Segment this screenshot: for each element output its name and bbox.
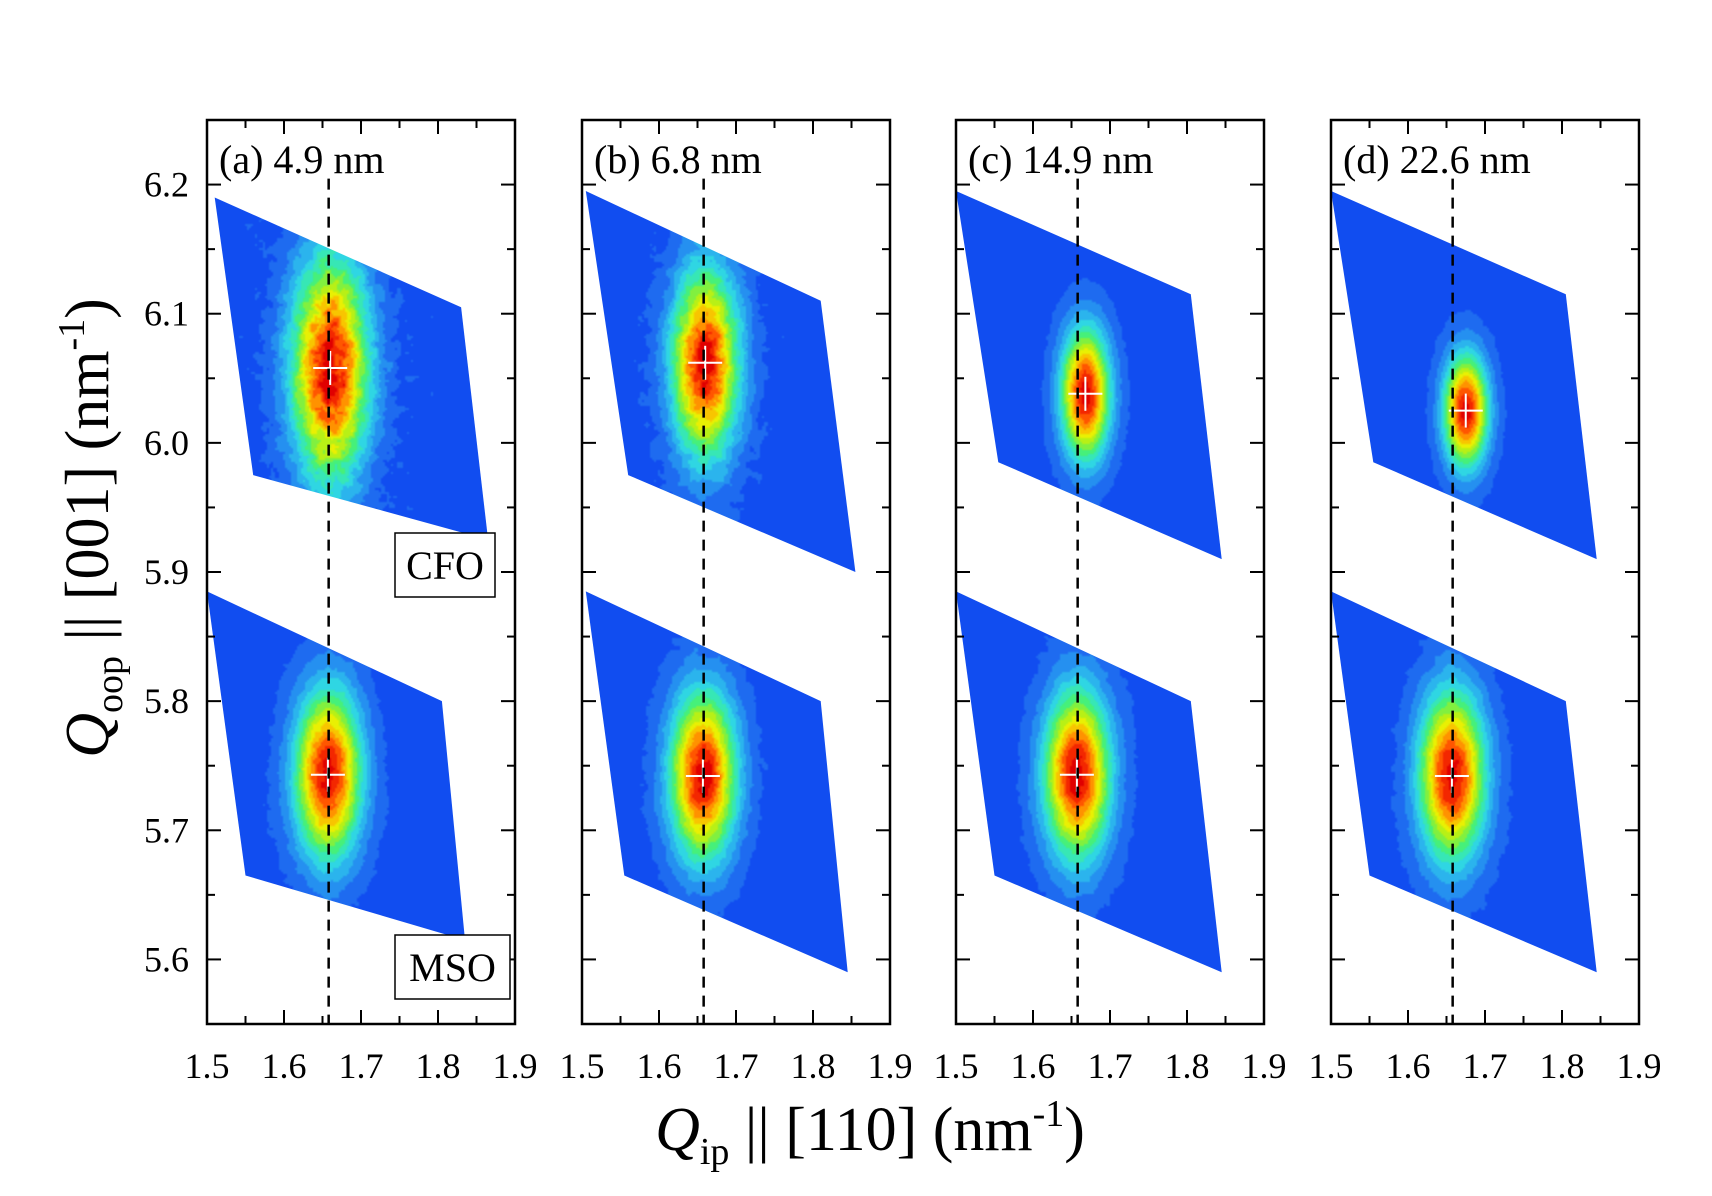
x-tick-label: 1.6 (1386, 1046, 1431, 1086)
x-tick-label: 1.6 (637, 1046, 682, 1086)
panel-label: (d) 22.6 nm (1343, 137, 1531, 182)
x-tick-label: 1.9 (868, 1046, 913, 1086)
x-tick-label: 1.9 (1242, 1046, 1287, 1086)
film-peak-marker (313, 350, 348, 385)
x-tick-label: 1.9 (493, 1046, 538, 1086)
film-peak-marker (1448, 393, 1483, 428)
ticks (1330, 119, 1640, 1025)
panel-b: 1.5 1.6 1.7 1.8 1.9 (b) 6.8 nm (560, 118, 913, 1086)
x-tick-label: 1.8 (1540, 1046, 1585, 1086)
x-axis-title: Qip || [110] (nm-1) (655, 1093, 1085, 1173)
x-tick-label: 1.8 (416, 1046, 461, 1086)
y-tick-label: 5.8 (144, 681, 189, 721)
x-tick-label: 1.7 (339, 1046, 384, 1086)
y-tick-label: 6.1 (144, 294, 189, 334)
x-tick-label: 1.5 (934, 1046, 979, 1086)
x-tick-label: 1.9 (1617, 1046, 1662, 1086)
y-axis-title: Qoop || [001] (nm-1) (51, 298, 131, 758)
panels-group: 1.5 1.6 1.7 1.8 1.9 5.6 5.7 5.8 5.9 6.0 6.1 6.2 (a) … (144, 118, 1662, 1086)
film-peak-marker (688, 345, 723, 380)
film-peak-marker (1068, 376, 1103, 411)
x-tick-label: 1.8 (791, 1046, 836, 1086)
y-tick-label: 5.6 (144, 939, 189, 979)
x-tick-label: 1.8 (1165, 1046, 1210, 1086)
panel-label: (b) 6.8 nm (594, 137, 762, 182)
x-tick-label: 1.7 (714, 1046, 759, 1086)
y-tick-label: 5.9 (144, 552, 189, 592)
x-tick-label: 1.7 (1463, 1046, 1508, 1086)
x-tick-label: 1.6 (262, 1046, 307, 1086)
svg-text:MSO: MSO (409, 945, 496, 990)
panel-c: 1.5 1.6 1.7 1.8 1.9 (c) 14.9 nm (934, 118, 1287, 1086)
x-tick-label: 1.7 (1088, 1046, 1133, 1086)
y-tick-label: 6.0 (144, 423, 189, 463)
film-label-box: CFO (394, 532, 496, 598)
ticks (955, 119, 1265, 1025)
y-tick-label: 6.2 (144, 165, 189, 205)
panel-label: (c) 14.9 nm (968, 137, 1154, 182)
x-tick-label: 1.5 (185, 1046, 230, 1086)
svg-text:CFO: CFO (406, 543, 484, 588)
ticks (581, 119, 891, 1025)
substrate-label-box: MSO (394, 934, 511, 1000)
y-tick-label: 5.7 (144, 810, 189, 850)
panel-d: 1.5 1.6 1.7 1.8 1.9 (d) 22.6 nm (1309, 118, 1662, 1086)
x-tick-label: 1.5 (1309, 1046, 1354, 1086)
x-tick-label: 1.6 (1011, 1046, 1056, 1086)
x-tick-label: 1.5 (560, 1046, 605, 1086)
panel-label: (a) 4.9 nm (219, 137, 385, 182)
ticks (206, 119, 516, 1025)
panel-a: 1.5 1.6 1.7 1.8 1.9 5.6 5.7 5.8 5.9 6.0 6.1 6.2 (a) … (144, 118, 538, 1086)
